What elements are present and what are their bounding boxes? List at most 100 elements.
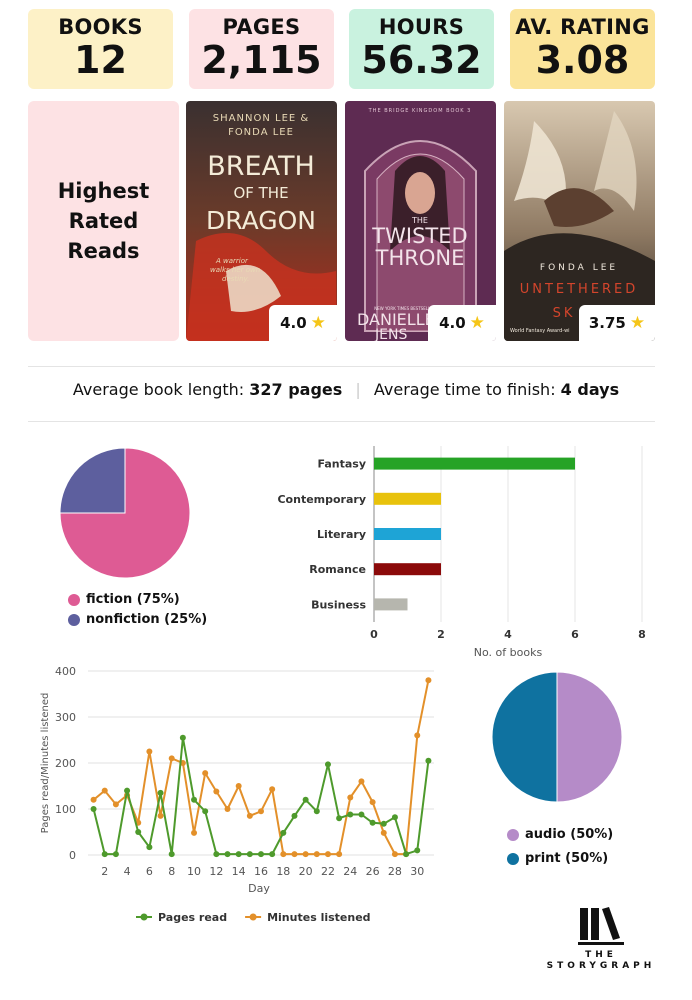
data-point bbox=[124, 787, 131, 794]
bar bbox=[374, 492, 441, 505]
highest-rated-title-box: Highest Rated Reads bbox=[28, 101, 179, 341]
rating-badge: 4.0 ★ bbox=[269, 305, 337, 341]
cover-text: SK bbox=[553, 306, 576, 321]
rating-badge: 4.0 ★ bbox=[428, 305, 496, 341]
stat-label: BOOKS bbox=[58, 15, 143, 39]
stat-rating: AV. RATING 3.08 bbox=[510, 9, 655, 89]
data-point bbox=[202, 770, 209, 777]
genre-bar-chart: 0 2 4 6 8 Fantasy Contemporary Literary Romance B… bbox=[277, 446, 646, 659]
data-point bbox=[235, 783, 242, 789]
cover-text: FONDA LEE bbox=[540, 263, 618, 273]
rating-value: 4.0 bbox=[439, 314, 466, 332]
x-tick-label: 4 bbox=[124, 865, 131, 878]
data-point bbox=[358, 778, 365, 785]
x-tick-label: 8 bbox=[168, 865, 175, 878]
avg-length-value: 327 pages bbox=[249, 380, 343, 399]
book-cover-the-twisted-throne[interactable]: THE BRIDGE KINGDOM BOOK 3 THE TWISTED TH… bbox=[345, 101, 496, 341]
x-tick-label: 24 bbox=[343, 865, 357, 878]
legend-label: Minutes listened bbox=[267, 911, 370, 924]
data-point bbox=[391, 814, 398, 821]
stat-value: 2,115 bbox=[201, 38, 322, 82]
separator: | bbox=[355, 380, 361, 399]
data-point bbox=[179, 734, 186, 741]
cover-text: THE bbox=[411, 216, 428, 225]
cover-text: FONDA LEE bbox=[228, 127, 294, 138]
pie1-legend-item: nonfiction (25%) bbox=[68, 612, 207, 627]
data-point bbox=[246, 851, 253, 858]
pie-slice bbox=[556, 671, 623, 803]
data-point bbox=[202, 808, 209, 815]
data-point bbox=[380, 820, 387, 827]
avg-length-label: Average book length: bbox=[72, 380, 245, 399]
book-cover-breath-of-the-dragon[interactable]: SHANNON LEE & FONDA LEE BREATH OF THE DR… bbox=[186, 101, 337, 341]
legend-marker bbox=[140, 913, 148, 921]
legend-label: Pages read bbox=[158, 911, 227, 924]
data-point bbox=[291, 851, 298, 858]
x-tick-label: 2 bbox=[101, 865, 108, 878]
x-tick-label: 30 bbox=[410, 865, 424, 878]
format-pie-chart bbox=[491, 671, 623, 803]
star-icon: ★ bbox=[469, 313, 485, 333]
rating-value: 3.75 bbox=[588, 314, 626, 332]
cover-text: destiny. bbox=[222, 275, 249, 283]
data-point bbox=[302, 796, 309, 803]
stat-books: BOOKS 12 bbox=[28, 9, 173, 89]
cover-art: SHANNON LEE & FONDA LEE BREATH OF THE DR… bbox=[186, 101, 337, 341]
category-label: Fantasy bbox=[317, 458, 366, 471]
legend-swatch bbox=[68, 593, 80, 606]
data-point bbox=[90, 806, 97, 812]
data-point bbox=[112, 851, 119, 858]
x-axis-label: Day bbox=[248, 882, 270, 895]
x-axis-label: No. of books bbox=[474, 646, 543, 659]
cover-text: walks her own bbox=[210, 266, 260, 274]
storygraph-logo-icon bbox=[578, 907, 624, 945]
data-point bbox=[213, 788, 220, 795]
book-cover-untethered-sky[interactable]: FONDA LEE UNTETHERED SK World Fantasy Aw… bbox=[504, 101, 655, 341]
x-tick-label: 14 bbox=[232, 865, 246, 878]
x-tick-label: 22 bbox=[321, 865, 335, 878]
star-icon: ★ bbox=[310, 313, 326, 333]
bar bbox=[374, 563, 441, 576]
pie2-legend-item: print (50%) bbox=[507, 851, 608, 866]
x-tick-label: 0 bbox=[370, 628, 378, 641]
data-point bbox=[157, 812, 164, 819]
legend-marker bbox=[249, 913, 257, 921]
x-tick-label: 28 bbox=[388, 865, 402, 878]
category-label: Literary bbox=[317, 528, 366, 541]
data-point bbox=[425, 677, 432, 684]
data-point bbox=[258, 808, 264, 815]
stat-pages: PAGES 2,115 bbox=[189, 9, 334, 89]
data-point bbox=[291, 812, 298, 819]
data-point bbox=[146, 844, 153, 851]
averages-line: Average book length: 327 pages | Average… bbox=[0, 380, 692, 399]
cover-text: JENS bbox=[374, 327, 407, 341]
data-point bbox=[324, 851, 331, 858]
pie-slice bbox=[59, 447, 191, 579]
cover-text: BREATH bbox=[207, 151, 315, 182]
data-point bbox=[224, 851, 231, 858]
cover-text: TWISTED bbox=[371, 224, 467, 248]
legend-label: fiction (75%) bbox=[86, 592, 180, 607]
y-tick-label: 400 bbox=[55, 665, 76, 678]
data-point bbox=[380, 829, 387, 836]
data-point bbox=[280, 829, 287, 836]
data-point bbox=[336, 815, 343, 822]
bar bbox=[374, 528, 441, 540]
data-point bbox=[358, 811, 365, 818]
stat-label: PAGES bbox=[222, 15, 301, 39]
storygraph-logo[interactable]: THE STORYGRAPH bbox=[546, 906, 656, 972]
cover-text: UNTETHERED bbox=[520, 282, 639, 297]
data-point bbox=[347, 811, 354, 818]
logo-line2: STORYGRAPH bbox=[546, 961, 656, 971]
logo-line1: THE bbox=[585, 950, 617, 960]
data-point bbox=[313, 851, 320, 858]
legend-swatch bbox=[68, 613, 80, 626]
rating-badge: 3.75 ★ bbox=[579, 305, 655, 341]
avg-time-value: 4 days bbox=[560, 380, 620, 399]
data-point bbox=[213, 851, 220, 858]
category-label: Business bbox=[311, 598, 366, 611]
data-point bbox=[191, 796, 198, 803]
bar bbox=[374, 598, 408, 611]
stat-hours: HOURS 56.32 bbox=[349, 9, 494, 89]
